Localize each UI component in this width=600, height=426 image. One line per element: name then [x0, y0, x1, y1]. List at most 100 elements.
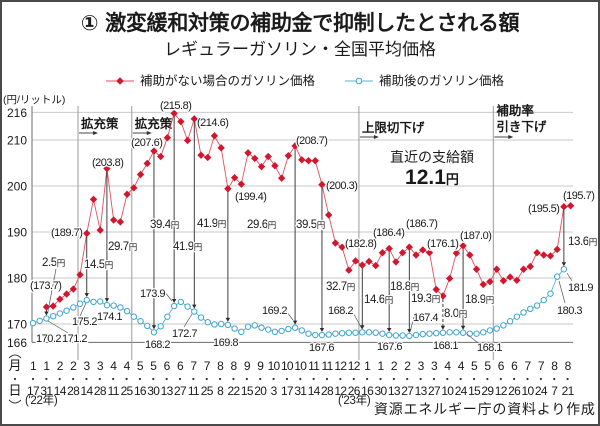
chart-subtitle: レギュラーガソリン・全国平均価格: [164, 40, 436, 60]
date-separator-dot: [152, 377, 155, 381]
data-label-without-subsidy: (214.6): [197, 117, 228, 129]
date-separator-dot: [272, 377, 275, 381]
date-separator-dot: [379, 377, 382, 381]
data-point-without-subsidy: [224, 185, 232, 193]
data-point-without-subsidy: [519, 265, 528, 273]
data-point-with-subsidy: [83, 296, 90, 304]
callout-unit: 円: [446, 172, 459, 187]
date-separator-dot: [71, 377, 75, 381]
data-point-with-subsidy: [177, 298, 185, 306]
data-label-without-subsidy: (187.0): [460, 230, 491, 242]
data-point-without-subsidy: [378, 249, 387, 257]
data-point-without-subsidy: [143, 159, 151, 168]
data-label-with-subsidy: 169.8: [213, 337, 238, 349]
data-point-with-subsidy: [49, 312, 57, 320]
data-point-with-subsidy: [486, 327, 494, 334]
data-point-without-subsidy: [156, 152, 165, 161]
date-separator-dot: [58, 377, 61, 381]
data-point-with-subsidy: [285, 325, 292, 333]
data-point-with-subsidy: [231, 325, 238, 332]
date-separator-dot: [45, 377, 48, 381]
data-point-with-subsidy: [191, 308, 198, 315]
label-leader-line: [466, 333, 479, 344]
y-tick-label: 166: [7, 336, 27, 350]
data-label-without-subsidy: (208.7): [296, 135, 327, 147]
x-tick-day: 27: [428, 384, 441, 398]
data-point-with-subsidy: [453, 329, 460, 336]
data-point-with-subsidy: [338, 330, 346, 337]
label-leader-line: [349, 306, 363, 330]
difference-unit: 円: [486, 295, 495, 305]
data-point-with-subsidy: [76, 300, 84, 307]
data-point-with-subsidy: [372, 329, 379, 336]
label-leaders: [47, 268, 573, 344]
data-label-without-subsidy: (186.7): [406, 218, 437, 230]
data-point-without-subsidy: [392, 258, 400, 266]
data-point-without-subsidy: [251, 154, 259, 163]
difference-label: 39.5円: [296, 219, 325, 231]
data-point-without-subsidy: [479, 280, 487, 289]
date-separator-dot: [566, 377, 569, 381]
data-point-without-subsidy: [277, 174, 286, 182]
label-leader-line: [558, 280, 566, 304]
x-tick-month: 7: [204, 359, 211, 373]
difference-label: 14.5円: [84, 259, 113, 271]
x-tick-day: 21: [562, 384, 575, 398]
data-label-with-subsidy: 181.9: [568, 282, 593, 294]
difference-unit: 円: [317, 220, 326, 230]
x-tick-month: 2: [70, 359, 77, 373]
data-point-with-subsidy: [520, 309, 527, 316]
data-point-with-subsidy: [540, 296, 547, 304]
data-point-with-subsidy: [56, 310, 64, 317]
date-separator-dot: [98, 377, 101, 381]
difference-label: 2.5円: [42, 257, 65, 269]
x-tick-day: 3: [271, 384, 278, 398]
data-point-with-subsidy: [399, 332, 406, 339]
callout-value: 12.1: [405, 166, 446, 189]
data-point-without-subsidy: [439, 292, 447, 300]
x-tick-month: 1: [43, 359, 50, 373]
date-separator-dot: [138, 377, 142, 381]
difference-unit: 円: [194, 242, 203, 252]
x-tick-day: 11: [188, 384, 200, 398]
date-separator-dot: [526, 377, 529, 381]
x-tick-month: 7: [538, 359, 545, 373]
data-point-with-subsidy: [130, 313, 138, 320]
data-point-without-subsidy: [210, 132, 219, 140]
callout-title: 直近の支給額: [390, 149, 474, 165]
data-point-without-subsidy: [459, 242, 467, 250]
data-point-without-subsidy: [56, 295, 64, 303]
x-tick-day: 15: [241, 384, 254, 398]
difference-label: 39.4円: [150, 219, 179, 231]
data-point-without-subsidy: [217, 144, 225, 152]
data-label-without-subsidy: (173.7): [30, 280, 61, 292]
x-tick-month: 6: [177, 359, 184, 373]
legend-item-without-subsidy: 補助がない場合のガソリン価格: [106, 72, 315, 90]
gridlines: 166 170 180 190 200 210 216(円/リットル): [3, 94, 573, 350]
x-tick-month: 5: [484, 359, 491, 373]
data-point-with-subsidy: [385, 331, 393, 339]
data-point-without-subsidy: [298, 156, 306, 164]
data-label-with-subsidy: 174.1: [97, 311, 122, 323]
x-axis-labels: 月日11713121422831432841142551653061362771…: [8, 354, 575, 407]
label-leader-line: [47, 320, 69, 334]
data-label-with-subsidy: 167.4: [413, 312, 438, 324]
data-point-with-subsidy: [426, 330, 433, 337]
x-tick-month: 2: [57, 359, 64, 373]
x-tick-month: 2: [391, 359, 398, 373]
x-tick-day: 29: [481, 384, 494, 398]
x-tick-month: 7: [525, 359, 532, 373]
data-point-with-subsidy: [70, 304, 77, 311]
data-point-without-subsidy: [69, 285, 78, 293]
data-point-without-subsidy: [499, 277, 508, 285]
x-tick-day: 15: [468, 384, 481, 398]
data-point-with-subsidy: [547, 290, 554, 297]
x-tick-day: 12: [495, 384, 508, 398]
x-tick-month: 8: [551, 359, 558, 373]
y-tick-label: 170: [7, 318, 27, 332]
data-point-without-subsidy: [204, 153, 212, 162]
date-separator-dot: [178, 377, 182, 381]
data-point-with-subsidy: [117, 304, 124, 311]
data-point-with-subsidy: [258, 324, 265, 331]
